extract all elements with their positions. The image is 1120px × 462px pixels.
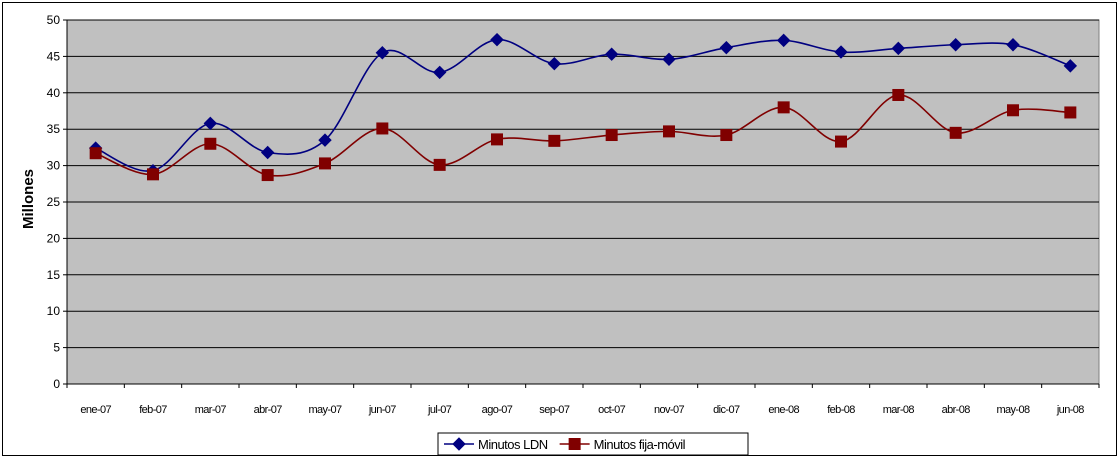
data-point-series-1	[948, 38, 963, 52]
data-point-series-1	[318, 133, 332, 147]
y-tick-label: 5	[53, 341, 60, 355]
legend-marker-1	[452, 437, 466, 451]
data-point-series-2	[835, 135, 847, 148]
x-tick-label: mar-08	[883, 404, 915, 416]
data-point-series-1	[891, 41, 906, 56]
legend: Minutos LDN Minutos fija-móvil	[437, 432, 749, 456]
data-point-series-2	[605, 129, 618, 142]
x-tick-label: abr-08	[942, 404, 971, 416]
data-point-series-1	[719, 40, 734, 55]
y-tick-label: 30	[47, 159, 61, 173]
data-point-series-1	[834, 45, 848, 59]
x-tick-label: may-08	[996, 404, 1030, 416]
x-tick-label: jun-07	[368, 404, 396, 416]
x-tick-label: ene-08	[768, 404, 799, 416]
data-point-series-2	[720, 129, 733, 142]
data-point-series-2	[777, 101, 790, 114]
data-point-series-2	[433, 158, 446, 171]
data-point-series-2	[892, 88, 905, 101]
line-chart: 0 5 10 15 20 25 30 35 40 45 50 ene-07 feb-07 mar-07 ab…	[20, 13, 1100, 456]
data-point-series-1	[203, 116, 218, 131]
x-tick-label: feb-07	[139, 404, 167, 416]
x-tick-label: abr-07	[254, 404, 283, 416]
data-point-series-1	[260, 145, 275, 160]
y-tick-label: 10	[47, 304, 61, 318]
chart-frame: 0 5 10 15 20 25 30 35 40 45 50 ene-07 feb-07 mar-07 ab…	[2, 2, 1117, 456]
legend-box	[437, 432, 749, 456]
y-tick-label: 20	[47, 231, 61, 245]
data-point-series-2	[491, 133, 503, 146]
legend-marker-2	[568, 438, 581, 450]
x-tick-label: nov-07	[654, 404, 685, 416]
data-point-series-1	[547, 56, 562, 71]
data-point-series-2	[663, 125, 675, 138]
y-tick-label: 15	[47, 268, 61, 282]
data-point-series-2	[949, 126, 962, 139]
data-point-series-2	[204, 137, 217, 150]
y-tick-label: 25	[47, 195, 61, 209]
data-point-series-1	[776, 33, 791, 48]
x-tick-label: dic-07	[713, 404, 740, 416]
x-tick-label: feb-08	[827, 404, 855, 416]
x-tick-label: ago-07	[482, 404, 513, 416]
data-point-series-1	[375, 46, 390, 60]
x-tick-label: sep-07	[539, 404, 570, 416]
data-point-series-2	[89, 147, 102, 160]
data-point-series-2	[319, 157, 331, 170]
x-tick-label: may-07	[308, 404, 342, 416]
x-tick-label: mar-07	[195, 404, 227, 416]
y-tick-label: 35	[47, 122, 61, 136]
x-tick-label: jun-08	[1056, 404, 1084, 416]
x-tick-label: jul-07	[427, 404, 452, 416]
data-point-series-1	[662, 52, 676, 67]
data-point-series-2	[261, 169, 274, 182]
y-axis-label: Millones	[20, 169, 37, 229]
y-tick-label: 45	[47, 49, 61, 63]
data-point-series-2	[548, 134, 561, 147]
y-tick-label: 40	[47, 86, 61, 100]
data-point-series-1	[490, 32, 504, 47]
data-point-series-2	[376, 122, 389, 135]
data-point-series-2	[147, 168, 159, 181]
data-point-series-1	[432, 65, 447, 80]
y-tick-label: 0	[53, 377, 60, 391]
y-tick-label: 50	[47, 13, 61, 27]
x-tick-label: oct-07	[598, 404, 625, 416]
data-point-series-1	[604, 47, 619, 61]
data-point-series-2	[1064, 106, 1077, 119]
legend-label-2: Minutos fija-móvil	[594, 437, 686, 452]
data-point-series-1	[1063, 59, 1078, 73]
legend-label-1: Minutos LDN	[478, 437, 548, 452]
data-point-series-2	[1007, 104, 1019, 117]
x-tick-label: ene-07	[80, 404, 111, 416]
data-point-series-1	[1006, 38, 1020, 52]
